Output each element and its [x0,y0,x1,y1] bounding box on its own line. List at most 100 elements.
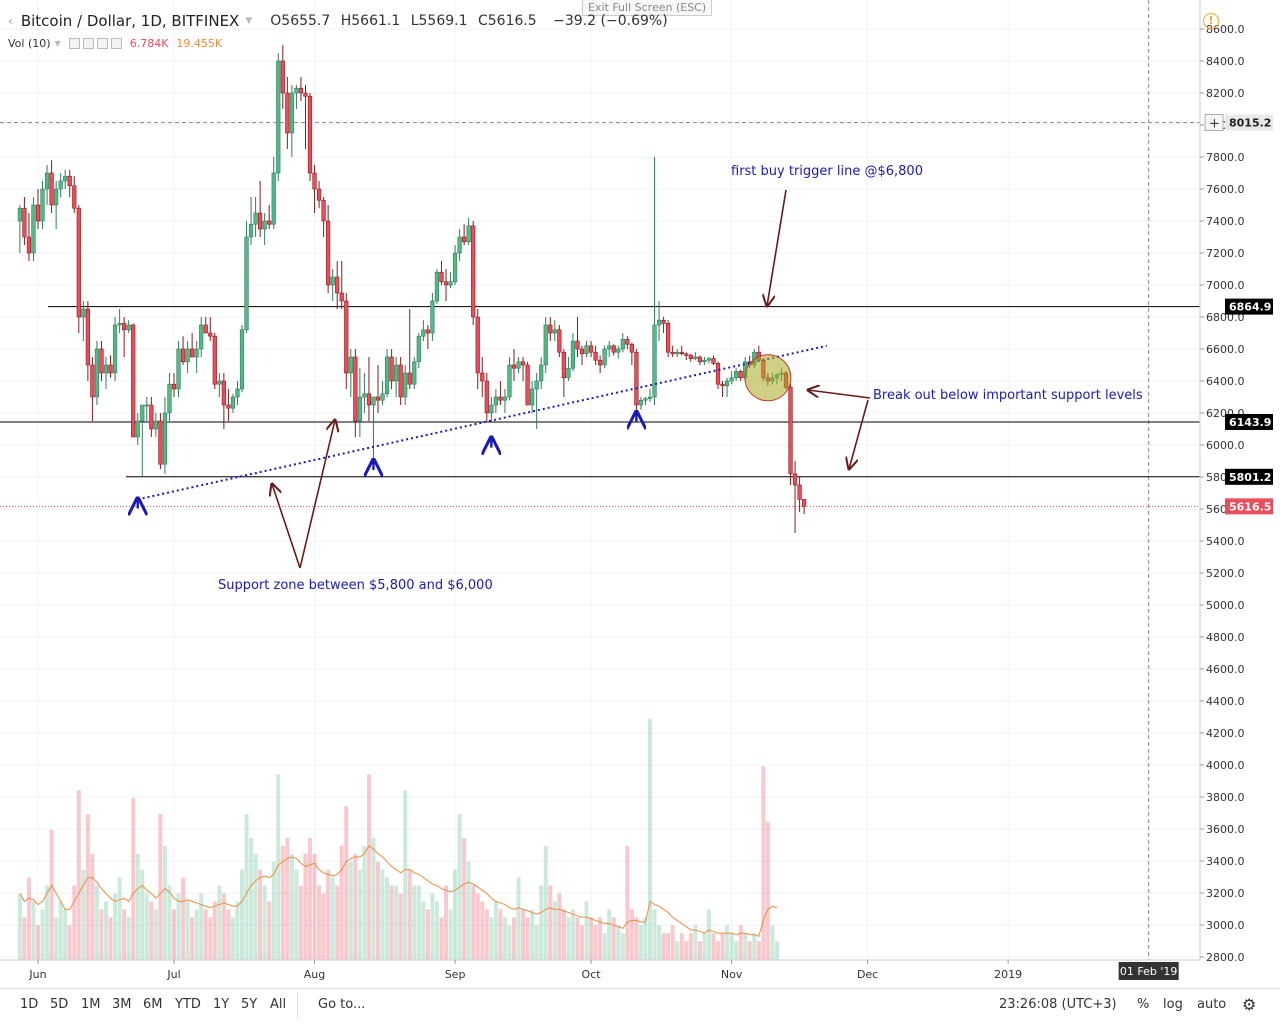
volume-bar [493,901,498,960]
candle-body [135,420,140,438]
close-icon[interactable] [110,38,122,49]
candle-body [103,364,109,374]
range-1m[interactable]: 1M [81,997,101,1012]
volume-bar [602,933,607,960]
range-ytd[interactable]: YTD [175,997,201,1012]
candle-body [647,396,653,399]
candle-body [40,188,45,222]
candle-body [452,252,458,283]
chart-canvas[interactable]: first buy trigger line @$6,800 Break out … [0,0,1280,988]
candle-body [489,404,494,414]
candle-body [711,358,716,364]
range-5y[interactable]: 5Y [241,997,258,1012]
price-tick-label: 7800.0 [1206,151,1245,164]
range-3m[interactable]: 3M [112,997,132,1012]
range-1d[interactable]: 1D [20,997,39,1012]
candle-body [22,207,27,238]
candle-body [788,387,793,475]
candle-body [398,364,403,398]
volume-bar [634,917,639,960]
eye-icon[interactable] [68,38,80,49]
candles [17,45,807,533]
volume-bar [108,917,113,960]
support-2-price-label-bg [1225,468,1273,485]
resistance-price-label: 6864.9 [1229,301,1271,314]
volume-bar [176,893,181,960]
candle-body [434,271,440,302]
volume-bar [688,933,693,960]
price-tick-label: 3200.0 [1206,887,1245,900]
range-5d[interactable]: 5D [50,997,69,1012]
candle-body [63,175,68,182]
candle-body [312,172,317,190]
candle-body [280,60,285,94]
volume-bar [589,917,594,960]
volume-bar [85,814,90,960]
candle-body [230,396,236,409]
volume-bar [453,869,458,960]
candle-body [706,358,712,361]
volume-bar [172,909,176,960]
volume-bar [684,941,689,960]
percent-toggle[interactable]: % [1137,997,1150,1012]
candle-body [162,412,168,465]
annotations: first buy trigger line @$6,800 Break out … [138,164,1143,593]
candle-body [493,396,498,406]
volume-bar [516,877,521,960]
volume-bar [267,901,272,960]
auto-toggle[interactable]: auto [1197,997,1227,1012]
candle-body [530,388,535,406]
plus-icon[interactable] [96,38,108,49]
volume-bar [629,909,634,960]
clock-timezone[interactable]: 23:26:08 (UTC+3) [999,997,1117,1012]
range-all[interactable]: All [270,997,287,1012]
candle-body [26,236,32,254]
candle-body [176,348,181,390]
alert-icon[interactable]: ! [1203,13,1219,29]
price-tick-label: 3600.0 [1206,823,1245,836]
volume-bar [208,917,213,960]
price-tick-label: 7600.0 [1206,183,1245,196]
volume-bar [321,893,326,960]
log-toggle[interactable]: log [1163,997,1183,1012]
candle-body [520,361,526,366]
candle-body [661,319,666,324]
volume-ma-line [19,845,778,937]
volume-bar [203,909,208,960]
candle-body [498,396,503,401]
settings-icon[interactable] [82,38,94,49]
candle-body [226,404,231,409]
volume-bar [693,925,698,960]
volume-bar [444,885,448,960]
volume-bar [543,845,548,960]
volume-indicator-label[interactable]: Vol (10) [8,37,51,50]
range-6m[interactable]: 6M [143,997,163,1012]
volume-bar [104,901,108,960]
symbol-title[interactable]: Bitcoin / Dollar, 1D, BITFINEX [20,12,240,30]
volume-bar [412,885,417,960]
volume-bar [135,853,140,960]
price-tick-label: 2800.0 [1206,951,1245,964]
candle-body [72,185,77,209]
collapse-icon[interactable]: ‹ [8,14,13,28]
chevron-down-icon[interactable]: ▼ [54,39,61,48]
candle-body [339,292,344,302]
volume-bar [575,917,580,960]
candle-body [471,225,476,318]
volume-bar [679,933,684,960]
volume-bar [593,925,598,960]
go-to-button[interactable]: Go to... [318,997,366,1012]
grid [0,0,1200,960]
support-zone-annotation: Support zone between $5,800 and $6,000 [218,578,493,593]
trigger-annotation: first buy trigger line @$6,800 [731,164,923,179]
exit-full-screen-button[interactable]: Exit Full Screen (ESC) [582,0,713,16]
range-1y[interactable]: 1Y [213,997,230,1012]
volume-bar [348,861,353,960]
volume-bar [498,909,503,960]
chevron-down-icon[interactable]: ▼ [245,16,253,26]
volume-bar [584,901,589,960]
gear-icon[interactable]: ⚙ [1242,995,1257,1014]
price-tick-label: 4000.0 [1206,759,1245,772]
candle-body [67,175,72,187]
volume-bar [462,837,467,960]
